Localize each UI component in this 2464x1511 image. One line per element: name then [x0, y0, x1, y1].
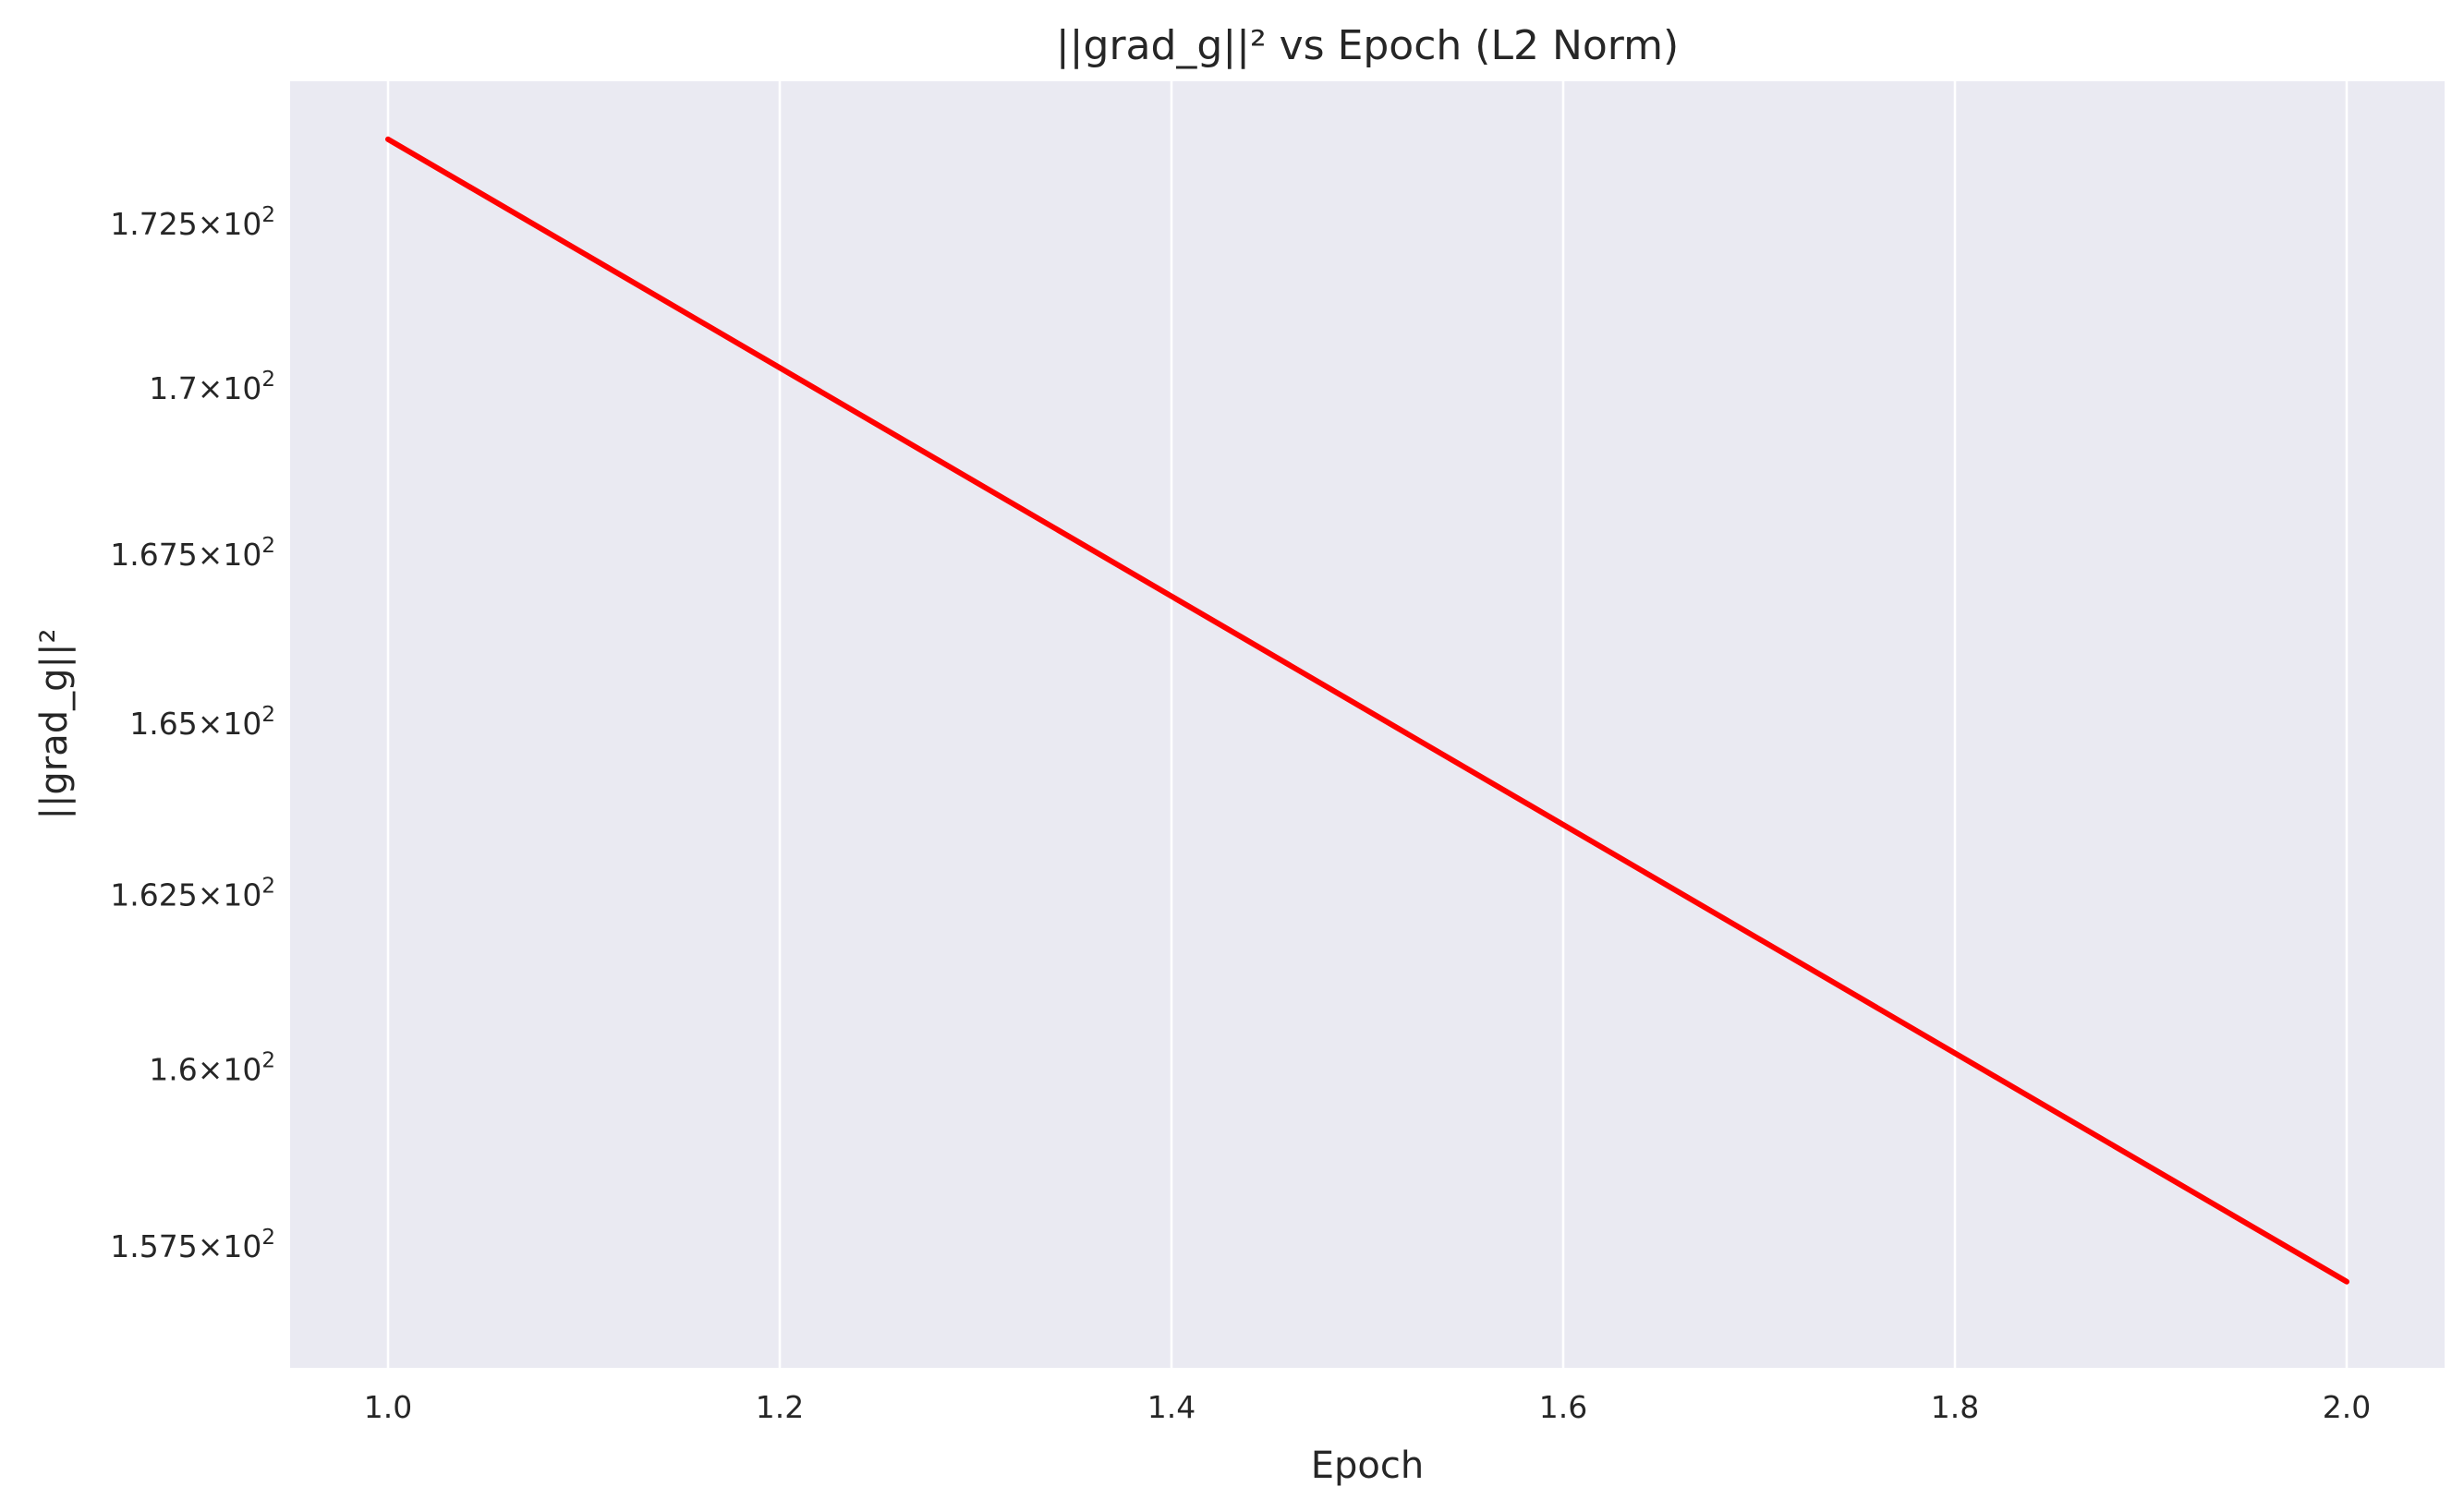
y-tick-label: 1.7×102	[149, 368, 275, 406]
series-line	[385, 136, 2349, 1285]
y-tick-label: 1.6×102	[149, 1048, 275, 1087]
y-tick-label: 1.675×102	[110, 534, 275, 573]
y-tick-labels: 1.575×102 1.6×102 1.625×102 1.65×102 1.675×1…	[110, 203, 275, 1264]
x-axis-label: Epoch	[1311, 1445, 1424, 1487]
x-tick-label: 1.2	[756, 1389, 804, 1425]
x-tick-labels: 1.0 1.2 1.4 1.6 1.8 2.0	[364, 1389, 2371, 1425]
y-tick-label: 1.725×102	[110, 203, 275, 242]
x-tick-label: 1.8	[1931, 1389, 1979, 1425]
plot-area	[290, 81, 2445, 1368]
y-tick-label: 1.575×102	[110, 1226, 275, 1264]
x-tick-label: 1.4	[1147, 1389, 1196, 1425]
y-axis-label: ||grad_g||²	[33, 628, 76, 819]
x-tick-label: 1.0	[364, 1389, 412, 1425]
grid-lines	[386, 81, 2349, 1368]
series-layer	[385, 136, 2349, 1285]
y-tick-label: 1.65×102	[129, 703, 275, 742]
x-tick-label: 1.6	[1539, 1389, 1587, 1425]
y-tick-label: 1.625×102	[110, 875, 275, 913]
x-tick-label: 2.0	[2323, 1389, 2371, 1425]
chart-title: ||grad_g||² vs Epoch (L2 Norm)	[1056, 22, 1679, 69]
